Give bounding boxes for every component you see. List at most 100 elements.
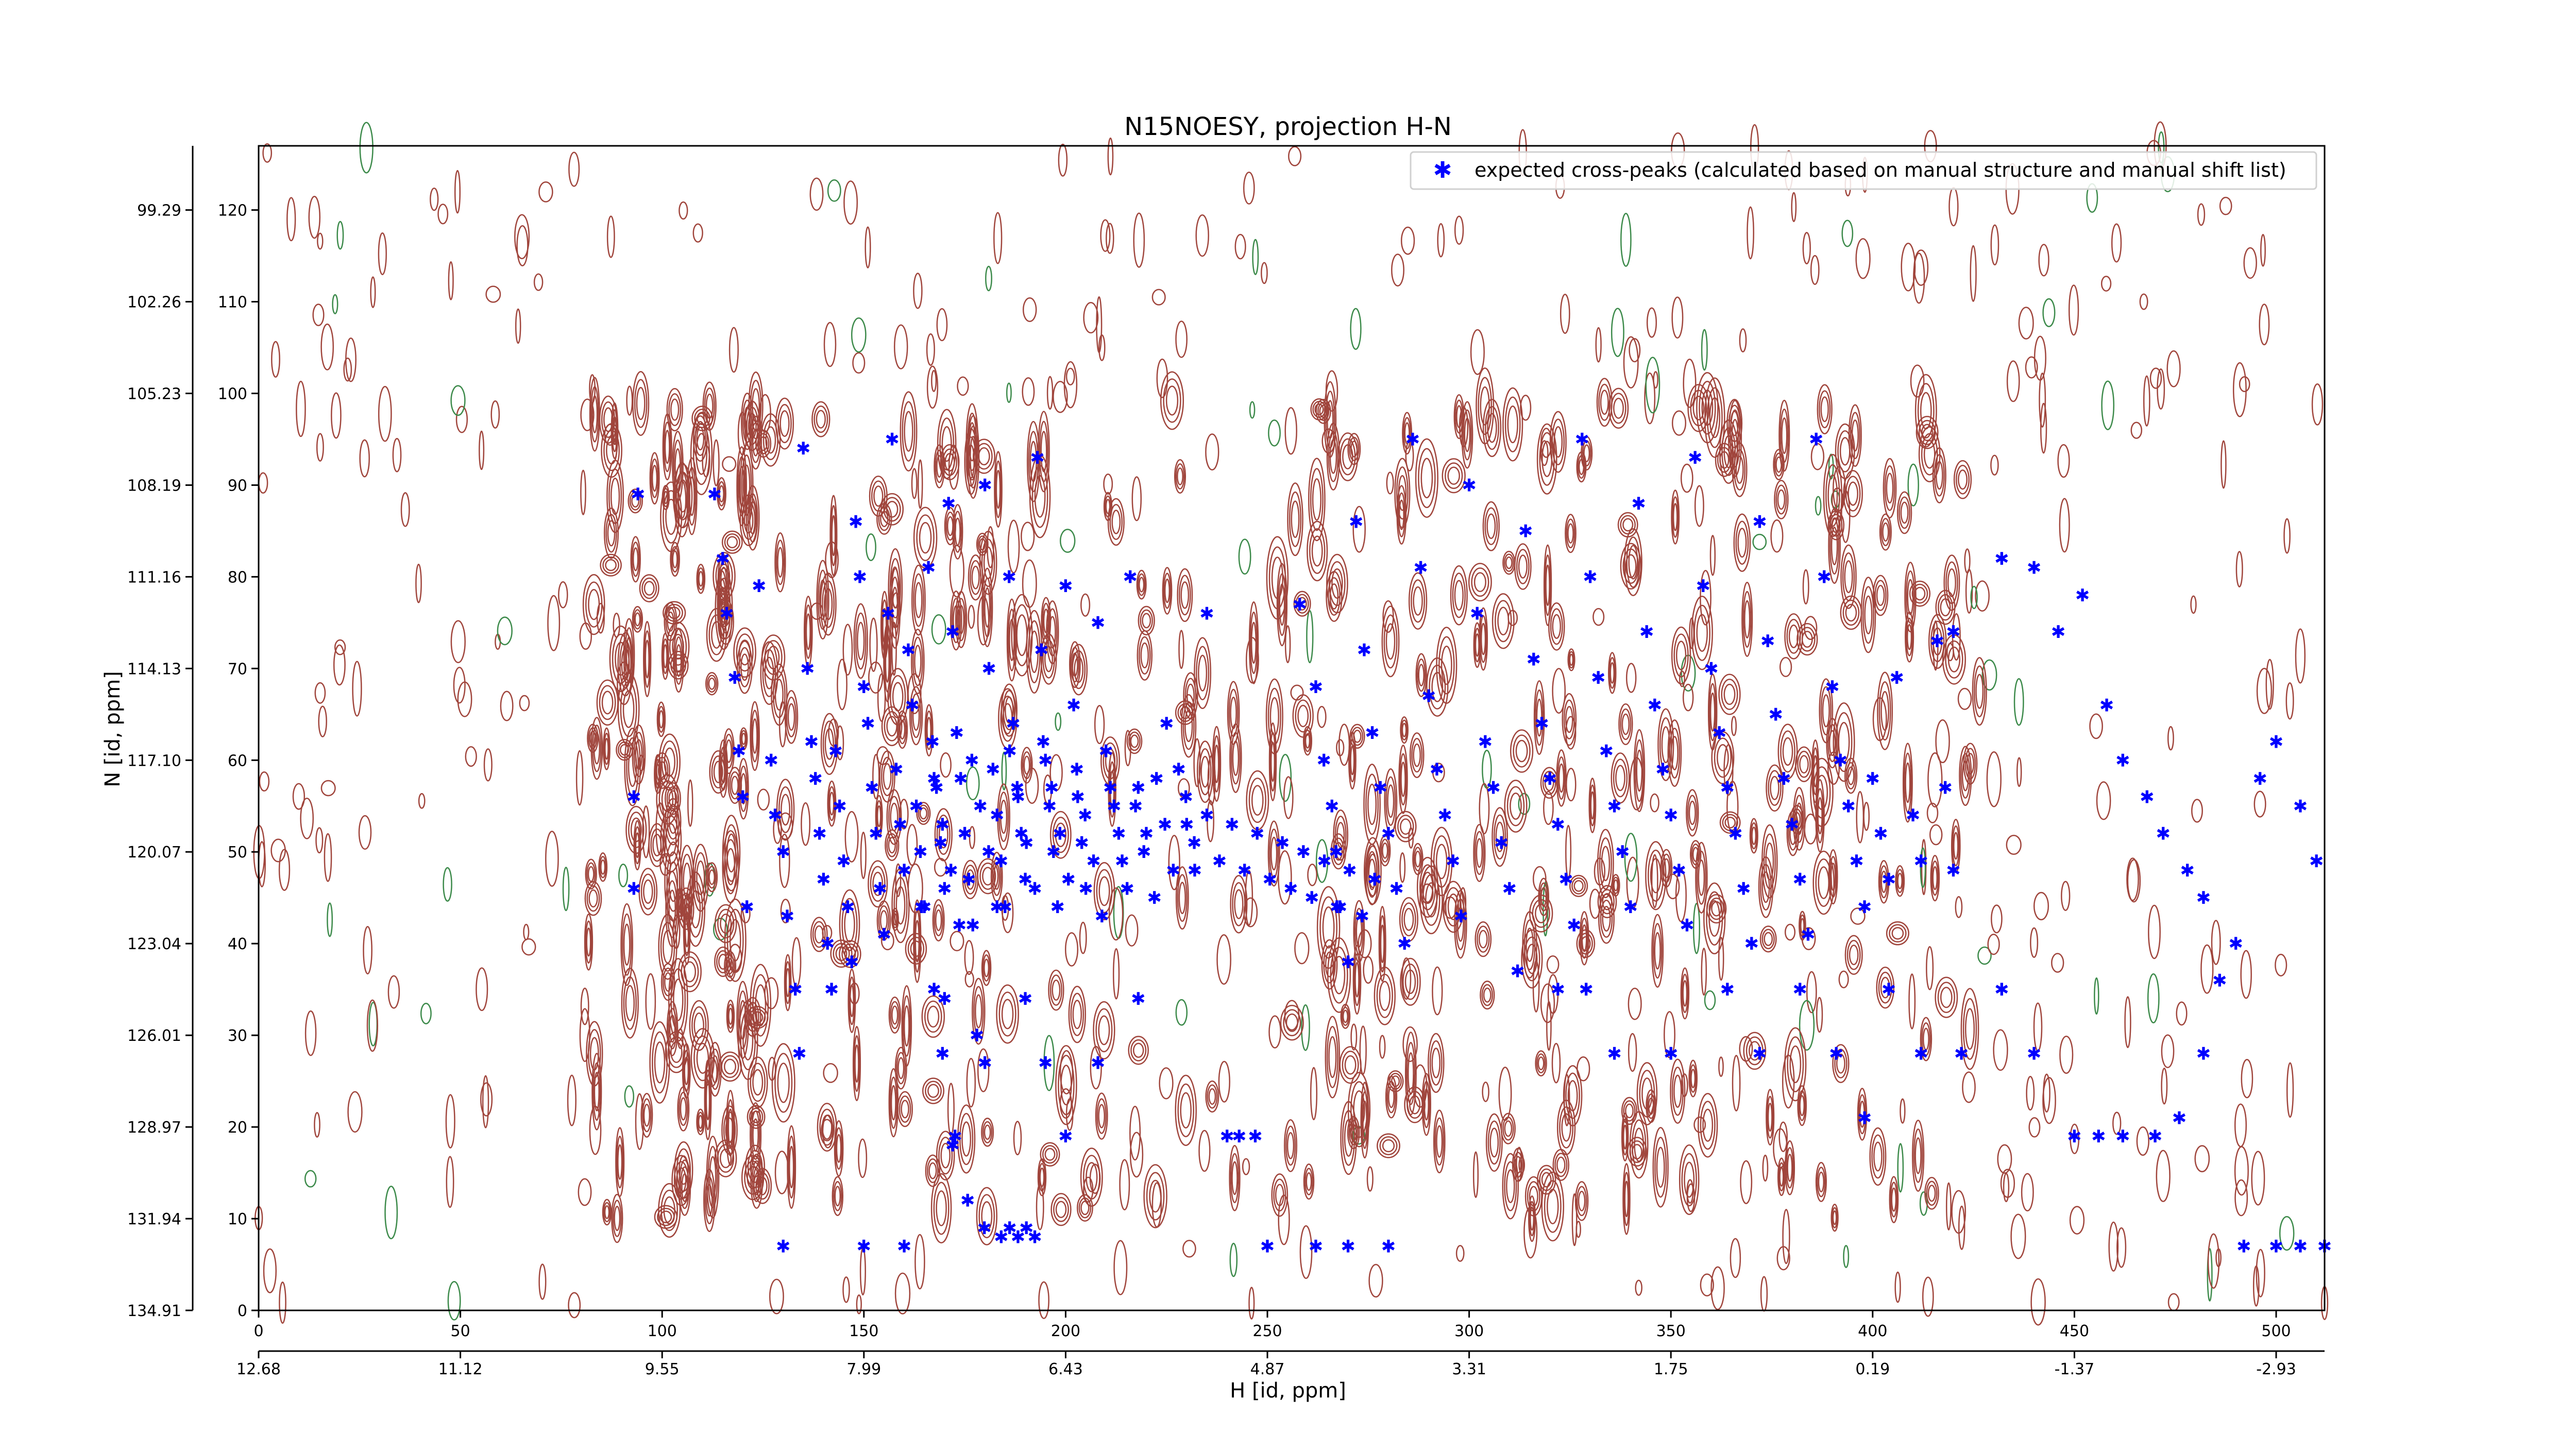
contour-ring [1911, 1119, 1925, 1192]
contour-ring [1953, 832, 1959, 860]
contour-ring [1205, 1080, 1219, 1113]
contour-ring [981, 567, 993, 647]
contour-ring [1518, 554, 1528, 579]
cross-peak-point: ✱ [935, 815, 950, 835]
contour-ring [1540, 440, 1549, 466]
contour-ring [443, 867, 452, 902]
contour-ring [1279, 583, 1285, 626]
contour-ring [994, 451, 1003, 528]
contour-ring [956, 598, 966, 642]
contour-ring [1819, 678, 1834, 744]
contour-ring [1422, 873, 1440, 926]
contour-ring [605, 559, 617, 571]
contour-ring [706, 1135, 720, 1219]
contour-ring [632, 371, 650, 436]
contour-ring [952, 504, 963, 560]
contour-ring [2096, 781, 2111, 820]
contour-ring [1408, 1052, 1414, 1095]
contour-ring [1842, 552, 1855, 601]
contour-ring [1900, 1098, 1906, 1124]
contour-ring [1402, 1026, 1418, 1062]
contour-ring [901, 985, 912, 1067]
cross-peak-point: ✱ [937, 989, 952, 1009]
contour-ring [1704, 377, 1725, 458]
contour-ring [1379, 981, 1391, 1011]
contour-ring [1539, 882, 1548, 912]
contour-ring [1819, 390, 1831, 429]
contour-ring [384, 1186, 398, 1239]
contour-ring [1797, 623, 1818, 656]
cross-peak-point: ✱ [626, 879, 641, 899]
contour-ring [1876, 966, 1895, 1009]
contour-ring [584, 913, 594, 971]
contour-ring [1671, 626, 1691, 685]
contour-ring [582, 574, 605, 635]
contour-ring [1471, 567, 1489, 597]
contour-ring [1608, 652, 1617, 694]
contour-ring [690, 412, 713, 495]
contour-ring [1930, 620, 1945, 663]
y-index-tick-label: 60 [228, 752, 247, 770]
contour-ring [727, 767, 742, 804]
contour-ring [657, 761, 667, 780]
contour-ring [1308, 458, 1326, 542]
contour-ring [740, 653, 749, 681]
contour-ring [586, 927, 591, 957]
contour-ring [1053, 381, 1068, 413]
contour-ring [633, 732, 645, 778]
contour-ring [1315, 839, 1329, 883]
cross-peak-point: ✱ [1752, 512, 1767, 533]
contour-ring [668, 393, 682, 426]
cross-peak-point: ✱ [1050, 897, 1065, 918]
contour-ring [677, 480, 687, 519]
cross-peak-point: ✱ [1212, 851, 1227, 872]
contour-ring [1416, 658, 1426, 692]
contour-ring [1817, 1167, 1826, 1198]
contour-ring [737, 456, 746, 517]
contour-ring [1774, 452, 1784, 477]
cross-peak-point: ✱ [764, 750, 778, 771]
contour-ring [984, 958, 990, 978]
contour-ring [1344, 1119, 1353, 1157]
contour-ring [1059, 529, 1076, 553]
cross-peak-point: ✱ [1058, 1126, 1073, 1147]
contour-ring [1248, 601, 1259, 684]
contour-ring [891, 867, 910, 943]
cross-peak-point: ✱ [2293, 1236, 2308, 1257]
contour-ring [709, 1048, 720, 1090]
cross-peak-point: ✱ [964, 750, 979, 771]
contour-ring [708, 677, 716, 690]
contour-ring [1913, 1128, 1923, 1183]
contour-ring [1269, 732, 1276, 792]
contour-ring [1940, 986, 1953, 1008]
contour-ring [696, 564, 706, 594]
cross-peak-point: ✱ [1760, 631, 1775, 652]
contour-ring [1906, 624, 1912, 650]
contour-ring [833, 1181, 842, 1211]
contour-ring [1719, 811, 1741, 834]
contour-ring [347, 1091, 363, 1133]
contour-ring [896, 710, 908, 749]
contour-ring [1326, 1026, 1338, 1088]
contour-ring [586, 862, 596, 886]
contour-ring [752, 429, 759, 457]
contour-ring [1959, 746, 1972, 806]
contour-ring [1577, 1056, 1590, 1082]
cross-peak-point: ✱ [1179, 815, 1194, 835]
contour-ring [673, 628, 685, 693]
cross-peak-point: ✱ [1543, 769, 1557, 789]
contour-ring [1379, 1136, 1398, 1155]
contour-ring [2070, 1123, 2080, 1154]
contour-ring [1651, 914, 1664, 988]
contour-ring [1698, 1092, 1718, 1158]
contour-ring [1692, 847, 1699, 862]
cross-peak-point: ✱ [1365, 723, 1380, 744]
contour-ring [515, 308, 521, 344]
contour-ring [1879, 865, 1888, 899]
contour-ring [1098, 1104, 1106, 1128]
contour-ring [671, 1155, 691, 1206]
contour-ring [1540, 983, 1555, 1023]
contour-ring [722, 456, 737, 472]
contour-ring [1706, 894, 1727, 924]
contour-ring [1544, 554, 1551, 616]
